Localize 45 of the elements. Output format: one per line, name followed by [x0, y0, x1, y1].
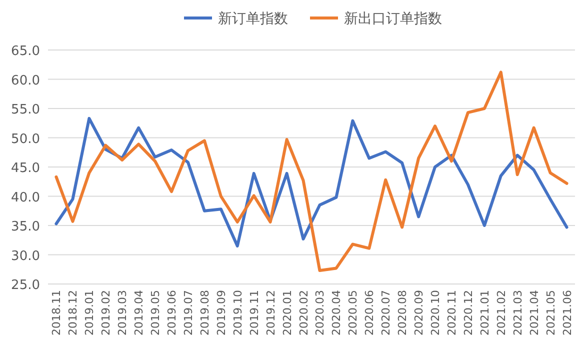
x-tick-label: 2020.05 [346, 290, 360, 336]
x-tick-label: 2019.09 [214, 290, 228, 336]
y-tick-label: 30.0 [11, 248, 40, 264]
y-tick-label: 60.0 [11, 73, 40, 88]
x-tick-label: 2020.06 [363, 290, 376, 336]
x-tick-label: 2020.03 [314, 290, 327, 336]
x-tick-label: 2020.09 [412, 290, 426, 336]
x-tick-label: 2021.02 [494, 290, 508, 336]
x-tick-label: 2020.10 [429, 290, 442, 336]
x-tick-label: 2019.07 [182, 290, 195, 336]
x-tick-label: 2018.11 [50, 290, 64, 336]
line-series [54, 70, 568, 272]
x-tick-label: 2019.03 [116, 290, 130, 336]
x-tick-label: 2020.11 [445, 290, 458, 336]
y-tick-label: 40.0 [11, 190, 40, 206]
x-tick-label: 2019.08 [198, 290, 212, 336]
x-tick-label: 2021.06 [560, 290, 574, 336]
legend-label: 新订单指数 [218, 11, 288, 27]
y-tick-label: 50.0 [11, 132, 40, 147]
x-tick-label: 2019.06 [166, 290, 179, 336]
x-tick-label: 2021.04 [528, 290, 541, 336]
y-tick-label: 45.0 [11, 161, 40, 176]
x-tick-label: 2020.04 [330, 290, 344, 336]
x-tick-label: 2019.11 [248, 290, 261, 336]
x-tick-label: 2019.12 [264, 290, 278, 336]
x-tick-label: 2021.01 [478, 290, 492, 336]
x-tick-label: 2020.02 [297, 290, 310, 336]
y-tick-label: 55.0 [11, 102, 40, 118]
x-tick-label: 2021.05 [544, 290, 558, 336]
line-series [54, 116, 568, 248]
x-tick-label: 2019.05 [149, 290, 162, 336]
y-tick-label: 25.0 [11, 278, 40, 293]
x-tick-label: 2019.04 [132, 290, 146, 336]
x-tick-label: 2019.02 [100, 290, 113, 336]
x-tick-label: 2019.10 [231, 290, 244, 336]
legend-label: 新出口订单指数 [344, 11, 442, 27]
x-tick-label: 2020.12 [462, 290, 475, 336]
x-tick-label: 2020.08 [396, 290, 410, 336]
y-tick-label: 65.0 [11, 44, 40, 59]
x-tick-label: 2019.01 [83, 290, 96, 336]
x-tick-label: 2021.03 [511, 290, 524, 336]
y-tick-label: 35.0 [11, 220, 40, 234]
x-tick-label: 2020.01 [280, 290, 294, 336]
x-tick-label: 2018.12 [66, 290, 80, 336]
x-tick-label: 2020.07 [380, 290, 393, 336]
